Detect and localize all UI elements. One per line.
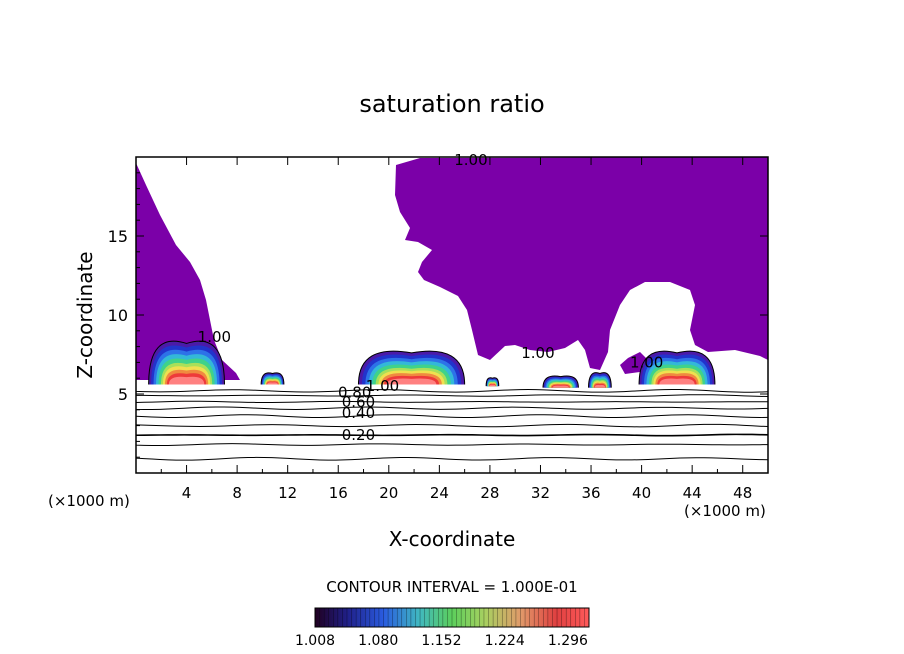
contour-label: 1.00 <box>521 344 554 362</box>
colorbar-dividers <box>319 608 585 627</box>
isoline <box>136 423 768 428</box>
contour-label: 0.80 <box>338 383 371 401</box>
cell-outline <box>357 350 466 385</box>
isoline <box>136 414 768 419</box>
x-unit-left: (×1000 m) <box>48 492 130 510</box>
contour-label: 1.00 <box>630 353 663 371</box>
x-tick-label: 4 <box>182 484 192 502</box>
y-axis-label: Z-coordinate <box>73 251 97 378</box>
isoline <box>136 443 768 447</box>
cell-outline <box>588 372 612 388</box>
supersaturation-band <box>267 382 278 385</box>
x-tick-label: 28 <box>480 484 499 502</box>
x-tick-label: 12 <box>278 484 297 502</box>
contour-label: 1.00 <box>454 151 487 169</box>
x-axis: 4 8 12 16 20 24 28 32 36 40 44 48 <box>160 157 752 502</box>
supersaturation-band <box>552 385 569 388</box>
colorbar-tick-label: 1.296 <box>548 633 588 649</box>
saturated-region-right <box>395 157 768 370</box>
x-axis-label: X-coordinate <box>389 527 516 551</box>
isoline <box>136 400 768 404</box>
supersaturation-band <box>168 376 205 385</box>
colorbar-ticks: 1.008 1.080 1.152 1.224 1.296 <box>295 633 588 649</box>
y-axis: 5 10 15 <box>108 172 768 458</box>
x-tick-label: 40 <box>632 484 651 502</box>
x-tick-label: 44 <box>683 484 702 502</box>
y-tick-label: 5 <box>118 385 128 404</box>
isoline <box>136 406 768 411</box>
contour-label: 0.20 <box>342 426 375 444</box>
x-tick-label: 48 <box>733 484 752 502</box>
chart-title: saturation ratio <box>359 90 544 118</box>
x-tick-label: 20 <box>379 484 398 502</box>
y-tick-label: 10 <box>108 306 128 325</box>
x-tick-label: 8 <box>232 484 242 502</box>
isoline <box>136 394 768 398</box>
contour-label: 0.60 <box>342 393 375 411</box>
subsaturated-isolines <box>136 388 768 461</box>
contour-interval-text: CONTOUR INTERVAL = 1.000E-01 <box>326 578 577 596</box>
supersaturation-band <box>659 378 695 385</box>
saturated-region-left <box>136 163 240 380</box>
supersaturation-band <box>386 378 437 385</box>
colorbar: 1.008 1.080 1.152 1.224 1.296 <box>295 607 590 649</box>
contour-label: 1.00 <box>366 377 399 395</box>
plot-area <box>136 157 768 461</box>
supersaturated-cells <box>148 340 716 388</box>
cell-outline <box>542 375 579 388</box>
x-tick-label: 24 <box>430 484 449 502</box>
colorbar-tick-label: 1.080 <box>358 633 398 649</box>
isoline <box>136 388 768 393</box>
x-unit-right: (×1000 m) <box>684 502 766 520</box>
contour-label: 0.40 <box>342 404 375 422</box>
colorbar-tick-label: 1.224 <box>485 633 525 649</box>
cell-outline <box>485 377 500 387</box>
cell-outline <box>638 350 716 385</box>
supersaturation-band <box>594 384 606 388</box>
contour-labels: 1.001.001.001.001.000.800.600.400.20 <box>198 151 664 444</box>
colorbar-tick-label: 1.152 <box>421 633 461 649</box>
isoline <box>136 456 768 461</box>
cell-outline <box>148 340 225 385</box>
supersaturation-band <box>489 384 496 387</box>
x-tick-label: 36 <box>581 484 600 502</box>
contour-label: 1.00 <box>198 328 231 346</box>
cell-outline <box>260 372 285 385</box>
x-tick-label: 32 <box>531 484 550 502</box>
isoline <box>136 433 768 437</box>
x-tick-label: 16 <box>329 484 348 502</box>
y-tick-label: 15 <box>108 227 128 246</box>
colorbar-tick-label: 1.008 <box>295 633 335 649</box>
